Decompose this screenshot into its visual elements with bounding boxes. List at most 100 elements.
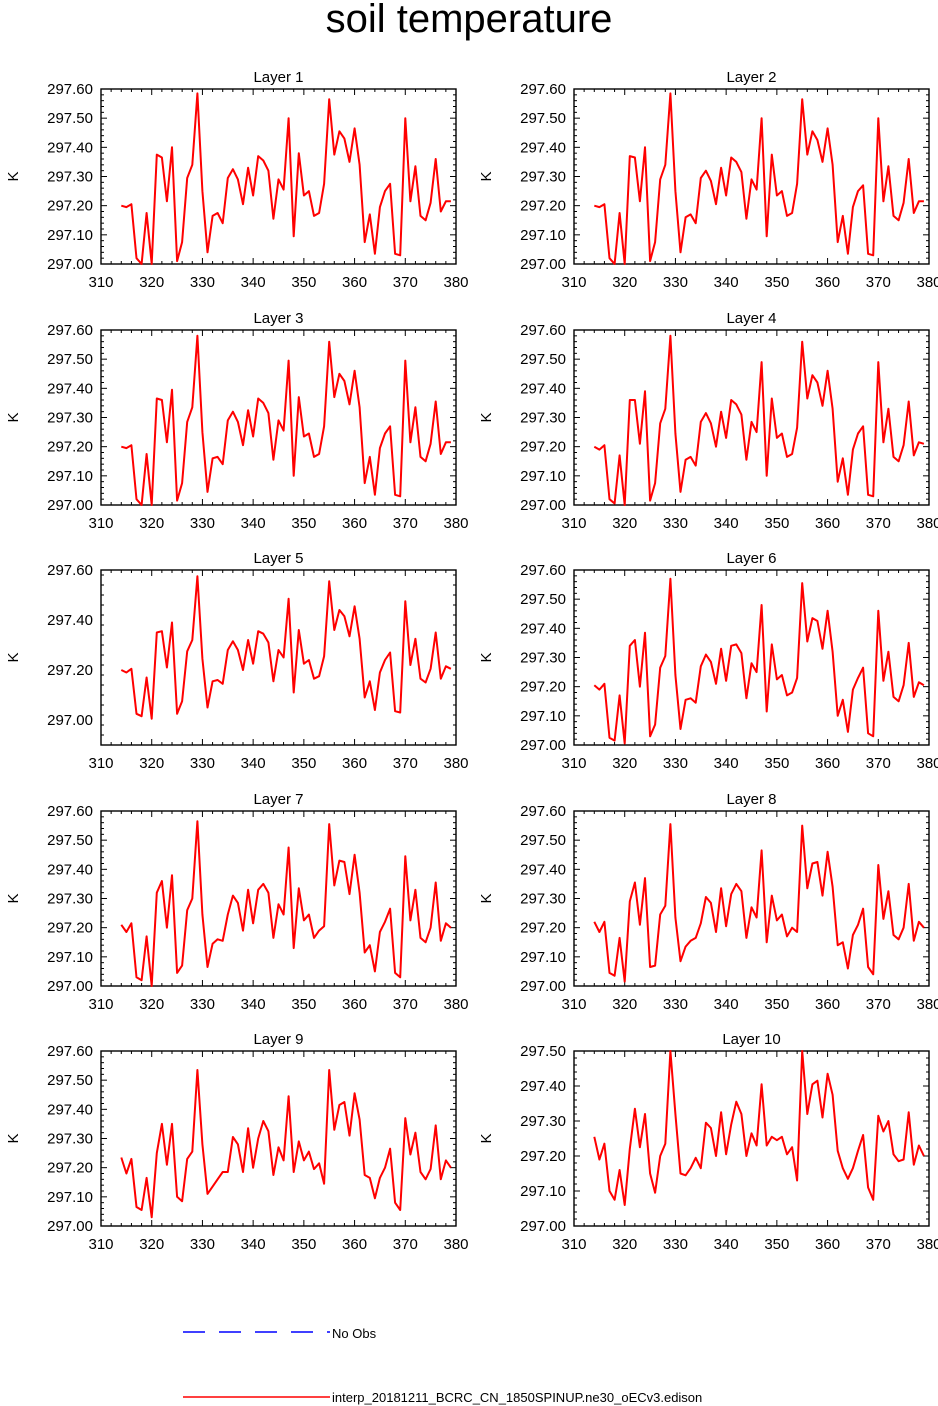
y-axis-label: K	[478, 652, 495, 662]
x-tick-label: 370	[866, 996, 891, 1013]
y-tick-label: 297.50	[520, 110, 566, 127]
x-tick-label: 340	[241, 996, 266, 1013]
y-tick-label: 297.60	[520, 81, 566, 98]
y-tick-label: 297.60	[47, 322, 93, 339]
x-tick-label: 310	[88, 996, 113, 1013]
x-tick-label: 370	[393, 996, 418, 1013]
x-tick-label: 330	[190, 274, 215, 291]
y-tick-label: 297.40	[520, 380, 566, 397]
panel-layer-8: Layer 8 K 310 320 330 340 350 360 370 380 297.00 29…	[478, 791, 938, 1013]
x-tick-label: 310	[88, 1236, 113, 1253]
series-line	[593, 823, 925, 983]
panel-title: Layer 4	[726, 310, 776, 327]
x-tick-label: 360	[815, 996, 840, 1013]
x-tick-label: 310	[88, 274, 113, 291]
x-tick-label: 360	[815, 755, 840, 772]
series-line	[120, 575, 452, 720]
x-tick-label: 330	[190, 1236, 215, 1253]
panel-layer-2: Layer 2 K 310 320 330 340 350 360 370 380 297.00 29…	[478, 69, 938, 291]
x-tick-label: 340	[241, 274, 266, 291]
y-tick-label: 297.60	[47, 1043, 93, 1060]
y-tick-label: 297.50	[520, 351, 566, 368]
x-tick-label: 310	[561, 1236, 586, 1253]
x-tick-label: 320	[139, 996, 164, 1013]
x-tick-label: 380	[443, 515, 468, 532]
y-tick-label: 297.40	[47, 1101, 93, 1118]
x-tick-label: 330	[663, 274, 688, 291]
x-tick-label: 380	[916, 515, 938, 532]
y-tick-label: 297.10	[47, 949, 93, 966]
y-tick-label: 297.50	[47, 351, 93, 368]
y-tick-label: 297.00	[47, 978, 93, 995]
y-tick-label: 297.20	[47, 662, 93, 679]
x-tick-label: 360	[815, 1236, 840, 1253]
y-tick-label: 297.30	[520, 650, 566, 667]
x-tick-label: 370	[866, 755, 891, 772]
x-tick-label: 360	[342, 755, 367, 772]
y-tick-label: 297.50	[520, 591, 566, 608]
x-tick-label: 340	[714, 515, 739, 532]
x-tick-label: 350	[291, 1236, 316, 1253]
y-tick-label: 297.10	[47, 227, 93, 244]
y-tick-label: 297.00	[47, 1218, 93, 1235]
x-tick-label: 310	[88, 755, 113, 772]
y-tick-label: 297.60	[520, 562, 566, 579]
y-tick-label: 297.60	[520, 803, 566, 820]
x-tick-label: 370	[393, 515, 418, 532]
x-tick-label: 370	[866, 274, 891, 291]
x-tick-label: 330	[663, 515, 688, 532]
y-axis-label: K	[5, 893, 22, 903]
series-line	[121, 92, 451, 265]
y-tick-label: 297.40	[47, 139, 93, 156]
y-tick-label: 297.00	[47, 256, 93, 273]
x-tick-label: 380	[916, 755, 938, 772]
y-tick-label: 297.40	[520, 1078, 566, 1095]
y-tick-label: 297.20	[520, 920, 566, 937]
series-line	[120, 1069, 452, 1219]
x-tick-label: 330	[663, 1236, 688, 1253]
x-tick-label: 340	[714, 996, 739, 1013]
y-axis-label: K	[5, 1133, 22, 1143]
x-tick-label: 370	[866, 515, 891, 532]
x-tick-label: 340	[714, 1236, 739, 1253]
y-tick-label: 297.40	[520, 861, 566, 878]
panel-layer-6: Layer 6 K 310 320 330 340 350 360 370 380 297.00 29…	[478, 550, 938, 772]
x-tick-label: 310	[561, 755, 586, 772]
y-tick-label: 297.00	[47, 712, 93, 729]
x-tick-label: 370	[393, 274, 418, 291]
x-tick-label: 330	[190, 755, 215, 772]
figure-title: soil temperature	[326, 0, 613, 41]
x-tick-label: 330	[190, 515, 215, 532]
panels: Layer 1 K 310 320 330 340 350 360 370 380 297.00 29…	[5, 69, 938, 1253]
x-tick-label: 310	[88, 515, 113, 532]
series-line	[120, 820, 452, 987]
x-tick-label: 360	[342, 515, 367, 532]
y-tick-label: 297.30	[47, 1131, 93, 1148]
x-tick-label: 380	[443, 1236, 468, 1253]
x-tick-label: 380	[916, 1236, 938, 1253]
x-tick-label: 380	[443, 274, 468, 291]
panel-layer-10: Layer 10 K 310 320 330 340 350 360 370 380 297.00 2…	[478, 1031, 938, 1253]
plot-frame	[573, 1050, 930, 1227]
x-tick-label: 340	[241, 755, 266, 772]
x-tick-label: 370	[393, 1236, 418, 1253]
panel-title: Layer 3	[253, 310, 303, 327]
y-tick-label: 297.40	[520, 620, 566, 637]
panel-layer-1: Layer 1 K 310 320 330 340 350 360 370 380 297.00 29…	[5, 69, 469, 291]
x-tick-label: 340	[714, 755, 739, 772]
x-tick-label: 320	[139, 274, 164, 291]
panel-title: Layer 9	[253, 1031, 303, 1048]
y-tick-label: 297.40	[47, 861, 93, 878]
y-tick-label: 297.20	[47, 920, 93, 937]
legend: No Obs interp_20181211_BCRC_CN_1850SPINU…	[183, 1326, 702, 1405]
x-tick-label: 360	[342, 274, 367, 291]
x-tick-label: 350	[291, 755, 316, 772]
x-tick-label: 380	[443, 996, 468, 1013]
y-tick-label: 297.00	[520, 737, 566, 754]
x-tick-label: 350	[764, 996, 789, 1013]
panel-title: Layer 2	[726, 69, 776, 86]
y-tick-label: 297.20	[520, 439, 566, 456]
series-line	[594, 92, 924, 265]
y-axis-label: K	[5, 652, 22, 662]
